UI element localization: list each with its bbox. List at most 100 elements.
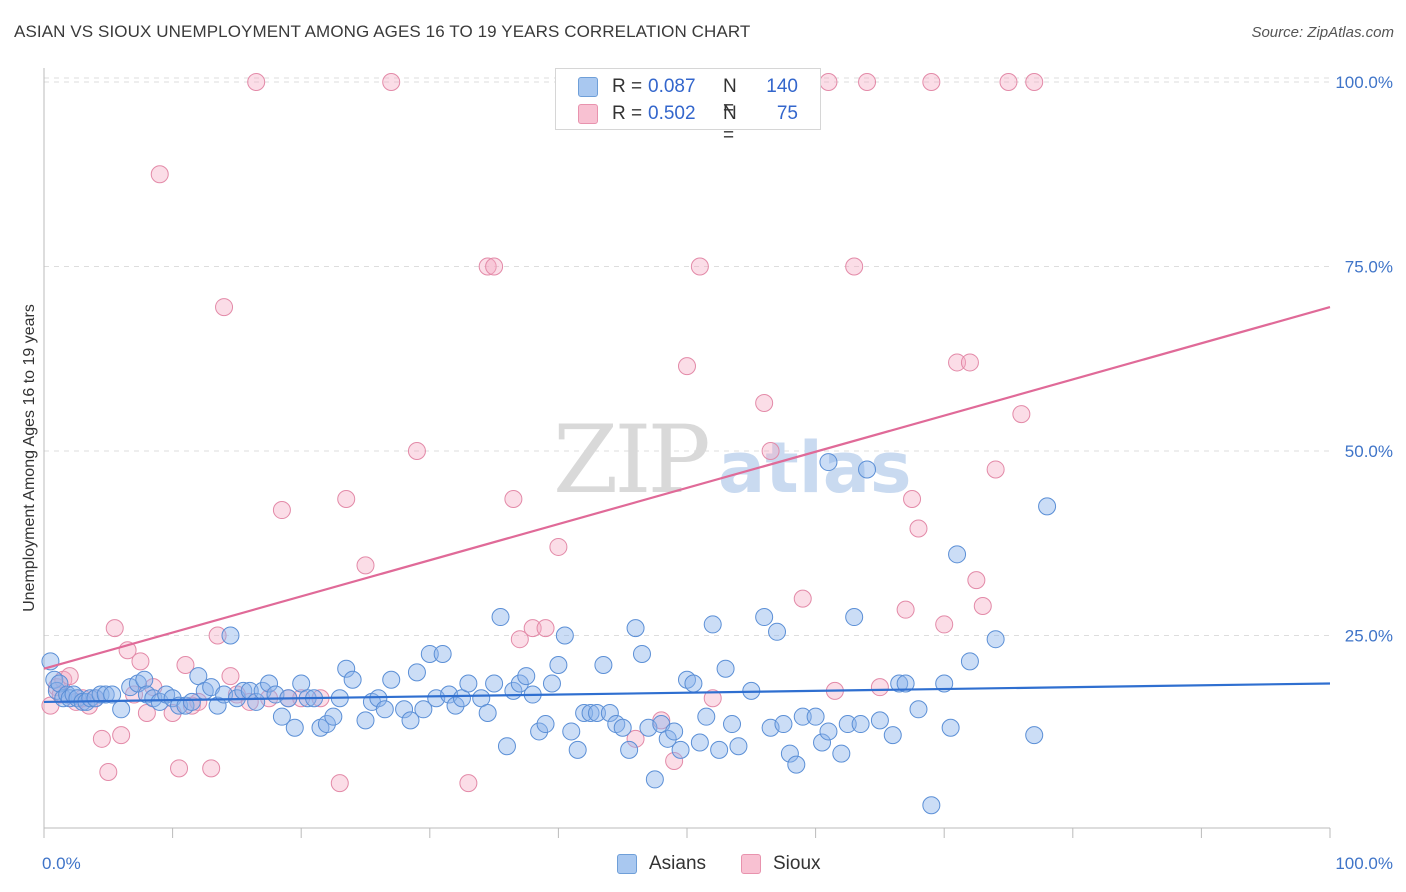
asian-point <box>343 670 362 689</box>
chart-title: ASIAN VS SIOUX UNEMPLOYMENT AMONG AGES 1… <box>14 22 751 41</box>
asian-point <box>356 711 375 730</box>
asian-point <box>433 644 452 663</box>
asian-point <box>96 685 115 704</box>
sioux-point <box>986 460 1005 479</box>
sioux-point <box>793 589 812 608</box>
watermark: ZIP atlas <box>553 406 912 515</box>
sioux-point <box>176 656 195 675</box>
legend-label-sioux: Sioux <box>773 853 821 874</box>
sioux-point <box>665 751 684 770</box>
asian-point <box>703 615 722 634</box>
asian-point <box>375 700 394 719</box>
sioux-point <box>208 626 227 645</box>
asian-point <box>665 722 684 741</box>
asian-point <box>858 460 877 479</box>
sioux-point <box>999 73 1018 91</box>
asian-point <box>870 711 889 730</box>
asian-point <box>909 700 928 719</box>
asian-point <box>510 674 529 693</box>
asian-point <box>555 626 574 645</box>
sioux-point <box>903 489 922 508</box>
sioux-point <box>247 73 266 91</box>
asian-point <box>395 700 414 719</box>
x-tick-label-min: 0.0% <box>42 854 81 873</box>
asian-point <box>542 674 561 693</box>
asian-point <box>587 703 606 722</box>
sioux-point <box>935 615 954 634</box>
sioux-point <box>170 759 189 778</box>
asian-point <box>851 715 870 734</box>
asian-point <box>221 626 240 645</box>
sioux-point <box>960 353 979 372</box>
asian-point <box>1038 497 1057 516</box>
asian-point <box>459 674 478 693</box>
asian-point <box>813 733 832 752</box>
asian-point <box>491 608 510 627</box>
asian-point <box>536 715 555 734</box>
asian-point <box>780 744 799 763</box>
sioux-point <box>105 619 124 638</box>
asian-point <box>485 674 504 693</box>
sioux-point <box>330 774 349 793</box>
sioux-point <box>948 353 967 372</box>
asians-swatch <box>578 77 598 97</box>
asian-point <box>896 674 915 693</box>
asian-point <box>613 718 632 737</box>
asian-point <box>723 715 742 734</box>
asian-point <box>182 692 201 711</box>
asian-point <box>285 718 304 737</box>
sioux-point <box>150 165 169 184</box>
asian-point <box>793 707 812 726</box>
legend-label-asians: Asians <box>649 853 707 874</box>
asian-point <box>337 659 356 678</box>
watermark-zip: ZIP <box>553 406 707 515</box>
asian-point <box>600 703 619 722</box>
n-value-sioux: 75 <box>776 103 798 124</box>
asian-point <box>787 755 806 774</box>
asian-point <box>530 722 549 741</box>
asian-point <box>626 619 645 638</box>
asian-point <box>690 733 709 752</box>
asian-point <box>768 622 787 641</box>
sioux-point <box>221 667 240 686</box>
sioux-point <box>272 501 291 520</box>
stats-legend: R = 0.087 N = 140 R = 0.502 N = 75 <box>555 68 821 146</box>
sioux-point <box>870 678 889 697</box>
asian-point <box>890 674 909 693</box>
asian-point <box>620 740 639 759</box>
sioux-point <box>819 73 838 91</box>
asian-point <box>497 737 516 756</box>
asian-point <box>247 692 266 711</box>
asian-point <box>407 663 426 682</box>
n-label: N = <box>723 76 737 119</box>
tick-labels: 25.0% 50.0% 75.0% 100.0% 0.0% 100.0% <box>42 73 1393 873</box>
asian-point <box>81 689 100 708</box>
y-tick-label: 75.0% <box>1345 258 1393 277</box>
sioux-point <box>523 619 542 638</box>
sioux-point <box>761 442 780 460</box>
asian-point <box>517 667 536 686</box>
asian-point <box>562 722 581 741</box>
asian-point <box>45 670 64 689</box>
r-value-sioux: 0.502 <box>648 103 696 124</box>
r-label: R = <box>612 103 643 124</box>
asian-point <box>86 689 105 708</box>
sioux-point <box>337 489 356 508</box>
asian-point <box>658 729 677 748</box>
sioux-point <box>407 442 426 460</box>
sioux-point <box>60 667 79 686</box>
sioux-point <box>510 630 529 649</box>
asian-point <box>684 674 703 693</box>
asian-point <box>420 644 439 663</box>
asian-point <box>645 770 664 789</box>
sioux-point <box>549 537 568 556</box>
y-tick-label: 25.0% <box>1345 627 1393 646</box>
asian-point <box>568 740 587 759</box>
sioux-point <box>536 619 555 638</box>
y-axis-label: Unemployment Among Ages 16 to 19 years <box>21 304 38 612</box>
sioux-point <box>626 729 645 748</box>
n-value-asians: 140 <box>766 76 798 97</box>
asian-point <box>260 674 279 693</box>
asians-legend-swatch <box>617 854 637 874</box>
asian-point <box>103 685 122 704</box>
